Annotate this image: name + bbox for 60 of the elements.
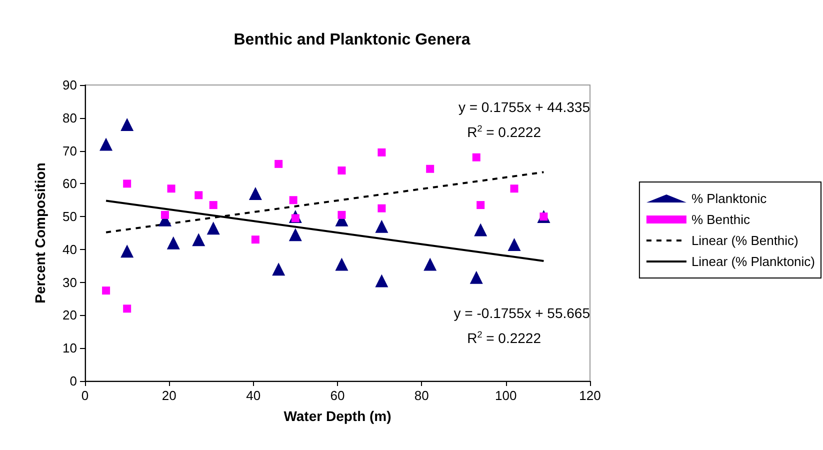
y-tick-label: 80	[62, 110, 77, 126]
x-tick-label: 80	[414, 388, 429, 403]
y-tick-label: 50	[62, 209, 77, 224]
point	[338, 210, 346, 219]
point	[424, 258, 437, 271]
point	[470, 270, 483, 284]
point	[120, 244, 134, 258]
x-axis-title: Water Depth (m)	[284, 408, 392, 424]
point	[206, 222, 220, 235]
point	[209, 201, 218, 210]
point	[375, 274, 388, 288]
y-tick-label: 60	[62, 176, 77, 192]
point	[166, 236, 180, 250]
point	[102, 286, 110, 295]
point	[167, 184, 176, 193]
point	[510, 184, 518, 193]
point	[375, 220, 388, 233]
x-tick-label: 0	[81, 388, 89, 403]
x-tick-label: 40	[246, 388, 261, 403]
point	[338, 166, 346, 175]
point	[160, 210, 169, 219]
y-tick-label: 40	[62, 242, 77, 257]
y-tick-label: 0	[70, 374, 77, 388]
point	[476, 201, 485, 210]
y-axis-title: Percent Composition	[32, 162, 48, 304]
x-tick-label: 60	[330, 388, 345, 403]
point	[120, 118, 134, 131]
annotation: y = -0.1755x + 55.665	[454, 305, 590, 321]
y-tick-label: 10	[62, 340, 77, 356]
legend-label: % Benthic	[691, 212, 750, 227]
point	[335, 258, 348, 271]
y-tick-label: 30	[62, 274, 77, 290]
point	[123, 304, 132, 313]
legend-label: Linear (% Benthic)	[691, 233, 798, 248]
point	[378, 204, 386, 212]
point	[288, 228, 302, 242]
point	[472, 153, 480, 162]
annotation: y = 0.1755x + 44.335	[458, 99, 590, 115]
point	[474, 223, 488, 236]
point	[123, 180, 132, 188]
y-tick-label: 20	[62, 308, 77, 323]
point	[192, 233, 206, 246]
point	[194, 191, 203, 200]
point	[508, 238, 521, 252]
point	[248, 187, 262, 200]
y-tick-label: 70	[62, 143, 77, 158]
x-tick-label: 20	[162, 388, 176, 403]
point	[274, 160, 283, 168]
x-tick-label: 120	[579, 388, 601, 403]
point	[100, 138, 113, 151]
x-tick-label: 100	[494, 388, 517, 403]
point	[378, 148, 386, 156]
legend-label: Linear (% Planktonic)	[691, 254, 816, 269]
point	[289, 196, 298, 204]
point	[272, 262, 286, 276]
chart-title: Benthic and Planktonic Genera	[234, 32, 470, 48]
point	[426, 164, 434, 173]
point	[251, 236, 260, 244]
legend-label: % Planktonic	[691, 191, 768, 206]
y-tick-label: 90	[62, 78, 77, 92]
